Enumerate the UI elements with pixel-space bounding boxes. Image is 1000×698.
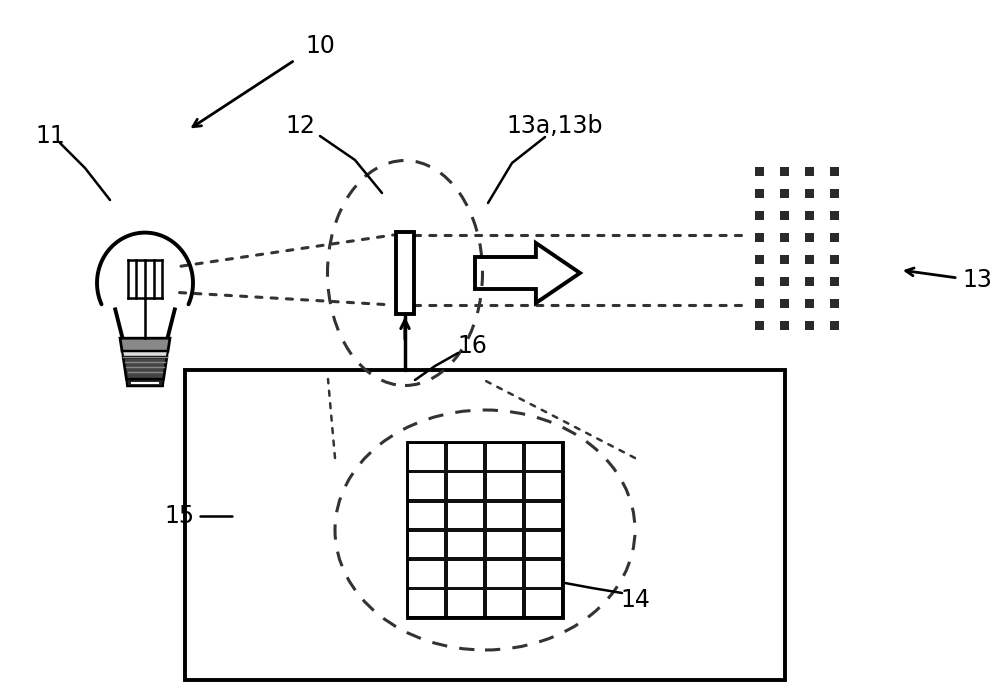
Bar [755, 255, 764, 264]
Bar [487, 473, 522, 499]
Bar [526, 445, 561, 470]
Bar [830, 211, 839, 220]
Bar [408, 443, 562, 618]
Bar [830, 189, 839, 198]
Bar [409, 473, 444, 499]
Bar [830, 299, 839, 308]
Text: 12: 12 [285, 114, 315, 138]
Bar [409, 532, 444, 558]
Bar [755, 189, 764, 198]
Bar [830, 277, 839, 286]
Bar [409, 503, 444, 528]
Bar [780, 255, 789, 264]
Bar [409, 590, 444, 616]
Bar [805, 211, 814, 220]
Bar [805, 167, 814, 176]
Text: 11: 11 [35, 124, 65, 148]
Bar [830, 255, 839, 264]
Bar [805, 299, 814, 308]
Polygon shape [126, 379, 164, 386]
Bar [487, 590, 522, 616]
Bar [526, 561, 561, 586]
Bar [185, 370, 785, 680]
Polygon shape [122, 351, 168, 357]
Bar [409, 445, 444, 470]
Bar [448, 473, 483, 499]
Bar [526, 473, 561, 499]
Bar [526, 590, 561, 616]
Bar [755, 211, 764, 220]
Bar [755, 299, 764, 308]
Bar [526, 532, 561, 558]
Bar [830, 167, 839, 176]
Bar [780, 321, 789, 330]
Bar [487, 561, 522, 586]
Text: 10: 10 [305, 34, 335, 58]
Bar [830, 233, 839, 242]
Bar [780, 277, 789, 286]
Bar [448, 561, 483, 586]
Polygon shape [123, 357, 167, 379]
Bar [780, 233, 789, 242]
Text: 13a,13b: 13a,13b [507, 114, 603, 138]
Text: 13: 13 [962, 268, 992, 292]
Bar [487, 503, 522, 528]
Bar [830, 321, 839, 330]
Bar [409, 561, 444, 586]
Bar [526, 503, 561, 528]
Bar [780, 299, 789, 308]
Bar [755, 277, 764, 286]
Bar [487, 532, 522, 558]
Bar [755, 167, 764, 176]
Bar [487, 445, 522, 470]
Bar [805, 189, 814, 198]
Text: 14: 14 [620, 588, 650, 612]
Bar [780, 189, 789, 198]
Text: 16: 16 [457, 334, 487, 358]
Bar [396, 232, 414, 314]
Bar [448, 445, 483, 470]
Bar [755, 321, 764, 330]
Bar [805, 255, 814, 264]
Bar [448, 532, 483, 558]
Bar [780, 211, 789, 220]
Bar [805, 321, 814, 330]
Text: 15: 15 [165, 504, 195, 528]
Bar [780, 167, 789, 176]
Bar [805, 277, 814, 286]
Bar [448, 503, 483, 528]
Bar [448, 590, 483, 616]
Polygon shape [120, 339, 170, 351]
Bar [755, 233, 764, 242]
Bar [805, 233, 814, 242]
